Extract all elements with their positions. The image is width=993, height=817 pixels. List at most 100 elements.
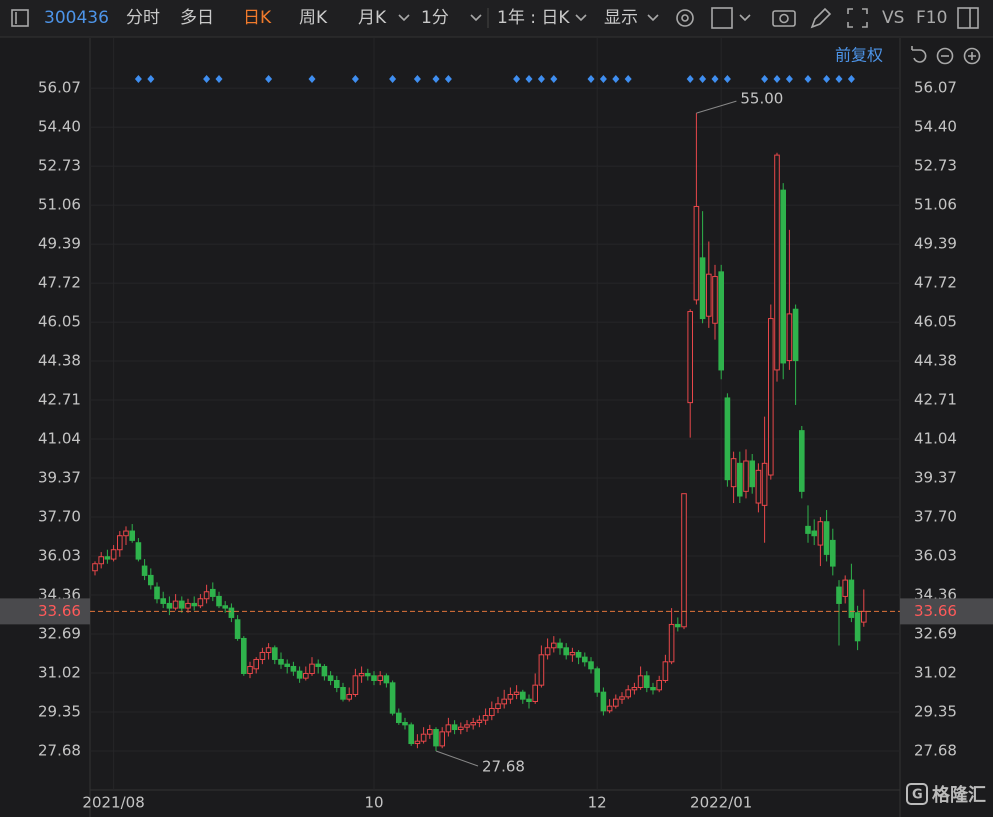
candle-body xyxy=(489,708,495,717)
candle-body xyxy=(495,703,501,710)
candle-body xyxy=(179,600,185,609)
high-leader xyxy=(696,100,737,114)
candle-body xyxy=(197,598,204,607)
y-tick-label: 37.70 xyxy=(38,508,81,526)
candle-body xyxy=(346,693,352,700)
y-tick-label: 41.04 xyxy=(38,430,81,448)
candle-body xyxy=(761,462,768,506)
y-tick-label: 51.06 xyxy=(38,196,81,214)
tab[interactable]: 1分 xyxy=(421,8,449,28)
candle-body xyxy=(309,663,315,674)
candle-body xyxy=(389,682,396,714)
candle-body xyxy=(117,535,123,551)
signal-marker xyxy=(699,75,707,83)
candle-body xyxy=(780,189,787,364)
plot: 56.07 56.07 54.40 54.40 52.73 52.73 51.06 51.06… xyxy=(0,38,993,812)
y-tick-label-right: 44.38 xyxy=(914,352,957,370)
y-tick-label-right: 46.05 xyxy=(914,313,957,331)
last-price-box xyxy=(0,598,90,625)
candle-body xyxy=(699,257,706,320)
candle-body xyxy=(551,642,557,649)
candle-body xyxy=(625,689,632,698)
candle-body xyxy=(464,724,470,728)
candle-body xyxy=(786,313,793,362)
y-tick-label-right: 29.35 xyxy=(914,703,957,721)
candle-body xyxy=(396,712,402,724)
signal-marker xyxy=(413,75,421,83)
y-tick-label-right: 52.73 xyxy=(914,157,957,175)
period-select[interactable]: 1年 : 日K xyxy=(497,8,570,28)
candle-body xyxy=(668,623,675,663)
candle-body xyxy=(805,525,811,534)
tab[interactable]: 日K xyxy=(243,8,272,28)
low-label: 27.68 xyxy=(482,758,525,776)
candle-body xyxy=(681,493,687,628)
x-tick-label: 10 xyxy=(364,794,383,812)
candle-body xyxy=(278,658,284,665)
candle-body xyxy=(408,724,414,745)
signal-marker xyxy=(550,75,558,83)
f10-button[interactable]: F10 xyxy=(916,8,947,28)
fullscreen-icon[interactable] xyxy=(847,8,868,28)
candle-body xyxy=(123,530,129,537)
candle-body xyxy=(247,665,253,674)
candle-body xyxy=(823,521,830,555)
tab[interactable]: 月K xyxy=(358,8,387,28)
watermark-logo xyxy=(906,783,928,805)
vs-button[interactable]: VS xyxy=(882,8,904,28)
y-tick-label-right: 36.03 xyxy=(914,547,957,565)
panel-icon[interactable] xyxy=(957,7,979,29)
candle-body xyxy=(129,530,135,541)
sidebar-icon[interactable] xyxy=(11,9,29,27)
display-menu[interactable]: 显示 xyxy=(604,8,638,28)
candle-body xyxy=(284,663,290,667)
zoom-out-icon[interactable] xyxy=(936,47,954,65)
zoom-in-plus xyxy=(968,52,976,60)
settings-icon[interactable] xyxy=(676,9,694,27)
tab[interactable]: 周K xyxy=(299,8,328,28)
candle-body xyxy=(172,600,179,609)
candle-body xyxy=(644,675,650,688)
dropdown-arrow xyxy=(398,14,410,22)
zoom-in-icon[interactable] xyxy=(963,47,981,65)
last-price-label: 33.66 xyxy=(38,602,81,620)
stock-code[interactable]: 300436 xyxy=(44,8,109,28)
candle-body xyxy=(234,619,241,639)
candle-body xyxy=(631,686,638,691)
candle-body xyxy=(110,549,117,560)
tab[interactable]: 分时 xyxy=(126,8,160,28)
tab[interactable]: 多日 xyxy=(180,8,214,28)
dropdown-arrow xyxy=(647,14,659,22)
candle-body xyxy=(569,651,576,656)
candle-body xyxy=(718,271,725,371)
candle-body xyxy=(637,675,644,688)
low-leader xyxy=(435,750,479,767)
candle-body xyxy=(334,679,340,688)
watermark: 格隆汇 xyxy=(932,784,986,806)
candle-body xyxy=(482,715,489,721)
signal-marker xyxy=(823,75,831,83)
y-tick-label-right: 49.39 xyxy=(914,235,957,253)
candle-body xyxy=(148,574,154,586)
toolbar xyxy=(0,0,993,37)
candle-body xyxy=(513,691,520,695)
signal-marker xyxy=(351,75,359,83)
candle-body xyxy=(755,469,762,504)
y-tick-label-right: 39.37 xyxy=(914,469,957,487)
candle-body xyxy=(303,672,309,679)
adjust-mode[interactable]: 前复权 xyxy=(835,46,883,65)
y-tick-label: 56.07 xyxy=(38,79,81,97)
y-tick-label: 36.03 xyxy=(38,547,81,565)
candle-body xyxy=(706,273,712,317)
candle-body xyxy=(507,693,514,700)
draw-icon[interactable] xyxy=(810,7,832,29)
candle-body xyxy=(358,672,365,677)
candle-body xyxy=(687,311,694,404)
undo-icon[interactable] xyxy=(911,46,927,63)
candle-body xyxy=(458,726,464,731)
y-tick-label-right: 27.68 xyxy=(914,742,957,760)
camera-icon[interactable] xyxy=(772,10,796,27)
y-tick-label-right: 56.07 xyxy=(914,79,957,97)
checkbox-icon[interactable] xyxy=(711,7,733,29)
